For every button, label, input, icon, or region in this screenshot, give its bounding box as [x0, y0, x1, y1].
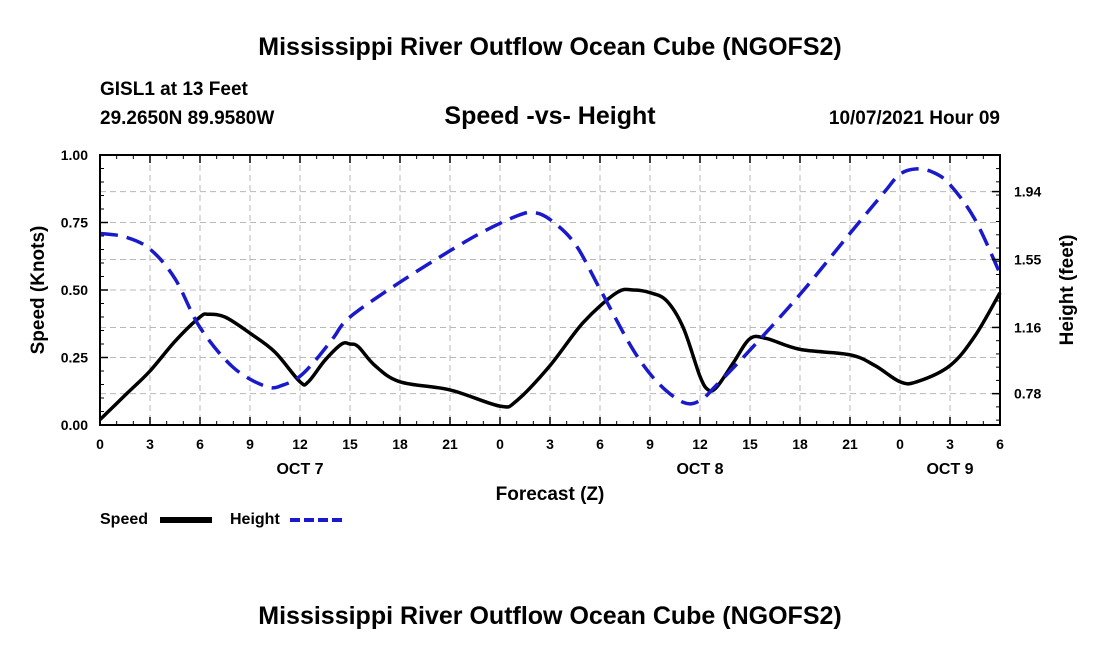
y-axis-label: Speed (Knots): [28, 226, 49, 355]
x-tick-label: 18: [392, 436, 408, 452]
footer-title: Mississippi River Outflow Ocean Cube (NG…: [258, 602, 841, 630]
x-axis-label: Forecast (Z): [496, 484, 605, 505]
legend-speed-label: Speed: [100, 511, 148, 528]
x-tick-label: 9: [246, 436, 254, 452]
station-coords: 29.2650N 89.9580W: [100, 108, 274, 129]
x-tick-label: 12: [292, 436, 308, 452]
y2-tick-label: 1.94: [1014, 184, 1041, 200]
chart-title: Speed -vs- Height: [444, 102, 656, 130]
x-tick-label: 15: [342, 436, 358, 452]
x-tick-label: 0: [896, 436, 904, 452]
forecast-datetime: 10/07/2021 Hour 09: [829, 108, 1000, 129]
x-tick-label: 0: [496, 436, 504, 452]
x-tick-label: 6: [596, 436, 604, 452]
x-tick-label: 6: [996, 436, 1004, 452]
main-title: Mississippi River Outflow Ocean Cube (NG…: [258, 33, 841, 61]
day-label: OCT 7: [276, 461, 323, 478]
day-label: OCT 8: [676, 461, 723, 478]
x-tick-label: 9: [646, 436, 654, 452]
series-group: [98, 167, 1002, 421]
x-tick-label: 21: [442, 436, 458, 452]
y-tick-label: 1.00: [61, 147, 88, 163]
y-tick-label: 0.25: [61, 350, 88, 366]
y2-tick-label: 1.55: [1014, 252, 1041, 268]
x-tick-label: 3: [546, 436, 554, 452]
x-tick-label: 0: [96, 436, 104, 452]
y2-tick-label: 0.78: [1014, 386, 1041, 402]
legend-height-label: Height: [230, 511, 280, 528]
series-line-speed: [98, 287, 1002, 421]
x-tick-label: 12: [692, 436, 708, 452]
y-tick-label: 0.75: [61, 215, 88, 231]
tick-labels: 0 3 6 9 12 15 18 21 0 3 6 9 12 15 18 21 0 3 6 OCT 7 OCT 8 OCT…: [61, 147, 1042, 478]
y-tick-label: 0.50: [61, 282, 88, 298]
station-label: GISL1 at 13 Feet: [100, 79, 249, 100]
y2-tick-label: 1.16: [1014, 319, 1041, 335]
x-tick-label: 3: [146, 436, 154, 452]
x-tick-label: 6: [196, 436, 204, 452]
x-tick-label: 18: [792, 436, 808, 452]
series-line-height: [99, 167, 1002, 406]
grid-lines: [100, 155, 1000, 425]
day-label: OCT 9: [926, 461, 973, 478]
tick-marks: [99, 154, 1001, 426]
y-tick-label: 0.00: [61, 417, 88, 433]
x-tick-label: 21: [842, 436, 858, 452]
x-tick-label: 3: [946, 436, 954, 452]
y2-axis-label: Height (feet): [1057, 235, 1078, 346]
x-tick-label: 15: [742, 436, 758, 452]
